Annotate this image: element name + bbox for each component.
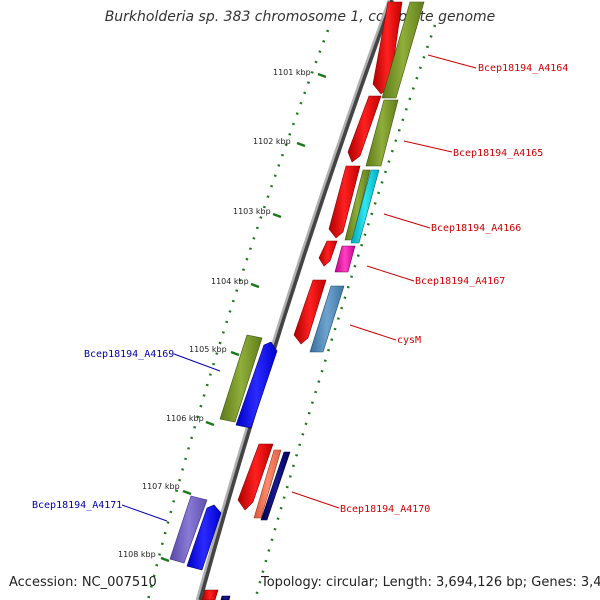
gene-label-cysm[interactable]: cysM bbox=[397, 335, 421, 346]
gene-label-a4166[interactable]: Bcep18194_A4166 bbox=[431, 223, 521, 234]
gene-label-a4167[interactable]: Bcep18194_A4167 bbox=[415, 276, 505, 287]
gene-feature[interactable] bbox=[365, 99, 399, 167]
gene-label-a4169[interactable]: Bcep18194_A4169 bbox=[84, 349, 174, 360]
gene-label-a4164[interactable]: Bcep18194_A4164 bbox=[478, 63, 568, 74]
kbp-label: 1104 kbp bbox=[211, 277, 249, 286]
kbp-labels: 1101 kbp 1102 kbp 1103 kbp 1104 kbp 1105… bbox=[118, 68, 311, 559]
accession-text: Accession: NC_007510 bbox=[9, 575, 157, 590]
gene-feature[interactable] bbox=[169, 495, 208, 564]
gene-feature[interactable] bbox=[293, 279, 327, 345]
reverse-strand-genes bbox=[169, 334, 278, 571]
gene-feature[interactable] bbox=[318, 240, 338, 267]
forward-strand-genes bbox=[201, 1, 425, 600]
kbp-label: 1108 kbp bbox=[118, 550, 156, 559]
gene-feature[interactable] bbox=[219, 334, 263, 423]
gene-label-a4171[interactable]: Bcep18194_A4171 bbox=[32, 500, 122, 511]
gene-label-a4170[interactable]: Bcep18194_A4170 bbox=[340, 504, 430, 515]
kbp-label: 1106 kbp bbox=[166, 414, 204, 423]
gene-feature[interactable] bbox=[186, 504, 222, 571]
kbp-ticks bbox=[160, 72, 327, 563]
gene-feature[interactable] bbox=[237, 443, 274, 511]
kbp-label: 1101 kbp bbox=[273, 68, 311, 77]
gene-feature[interactable] bbox=[334, 245, 356, 273]
inner-dotted-track bbox=[253, 24, 437, 600]
kbp-label: 1107 kbp bbox=[142, 482, 180, 491]
gene-feature[interactable] bbox=[260, 451, 291, 521]
label-leaders bbox=[121, 54, 477, 522]
genome-summary-text: Topology: circular; Length: 3,694,126 bp… bbox=[261, 575, 600, 590]
gene-feature[interactable] bbox=[253, 449, 282, 519]
gene-label-a4165[interactable]: Bcep18194_A4165 bbox=[453, 148, 543, 159]
gene-feature[interactable] bbox=[220, 595, 231, 600]
kbp-label: 1103 kbp bbox=[233, 207, 271, 216]
kbp-label: 1102 kbp bbox=[253, 137, 291, 146]
gene-feature[interactable] bbox=[328, 165, 361, 239]
gene-feature[interactable] bbox=[347, 95, 382, 163]
kbp-label: 1105 kbp bbox=[189, 345, 227, 354]
gene-feature[interactable] bbox=[381, 1, 425, 99]
backbone-shadow bbox=[198, 0, 394, 600]
gene-feature[interactable] bbox=[201, 589, 219, 600]
gene-feature[interactable] bbox=[350, 169, 380, 244]
backbone bbox=[195, 0, 391, 600]
outer-dotted-track bbox=[146, 29, 330, 600]
gene-feature[interactable] bbox=[235, 341, 278, 429]
gene-labels: Bcep18194_A4164 Bcep18194_A4165 Bcep1819… bbox=[32, 63, 568, 515]
gene-feature[interactable] bbox=[309, 285, 345, 353]
